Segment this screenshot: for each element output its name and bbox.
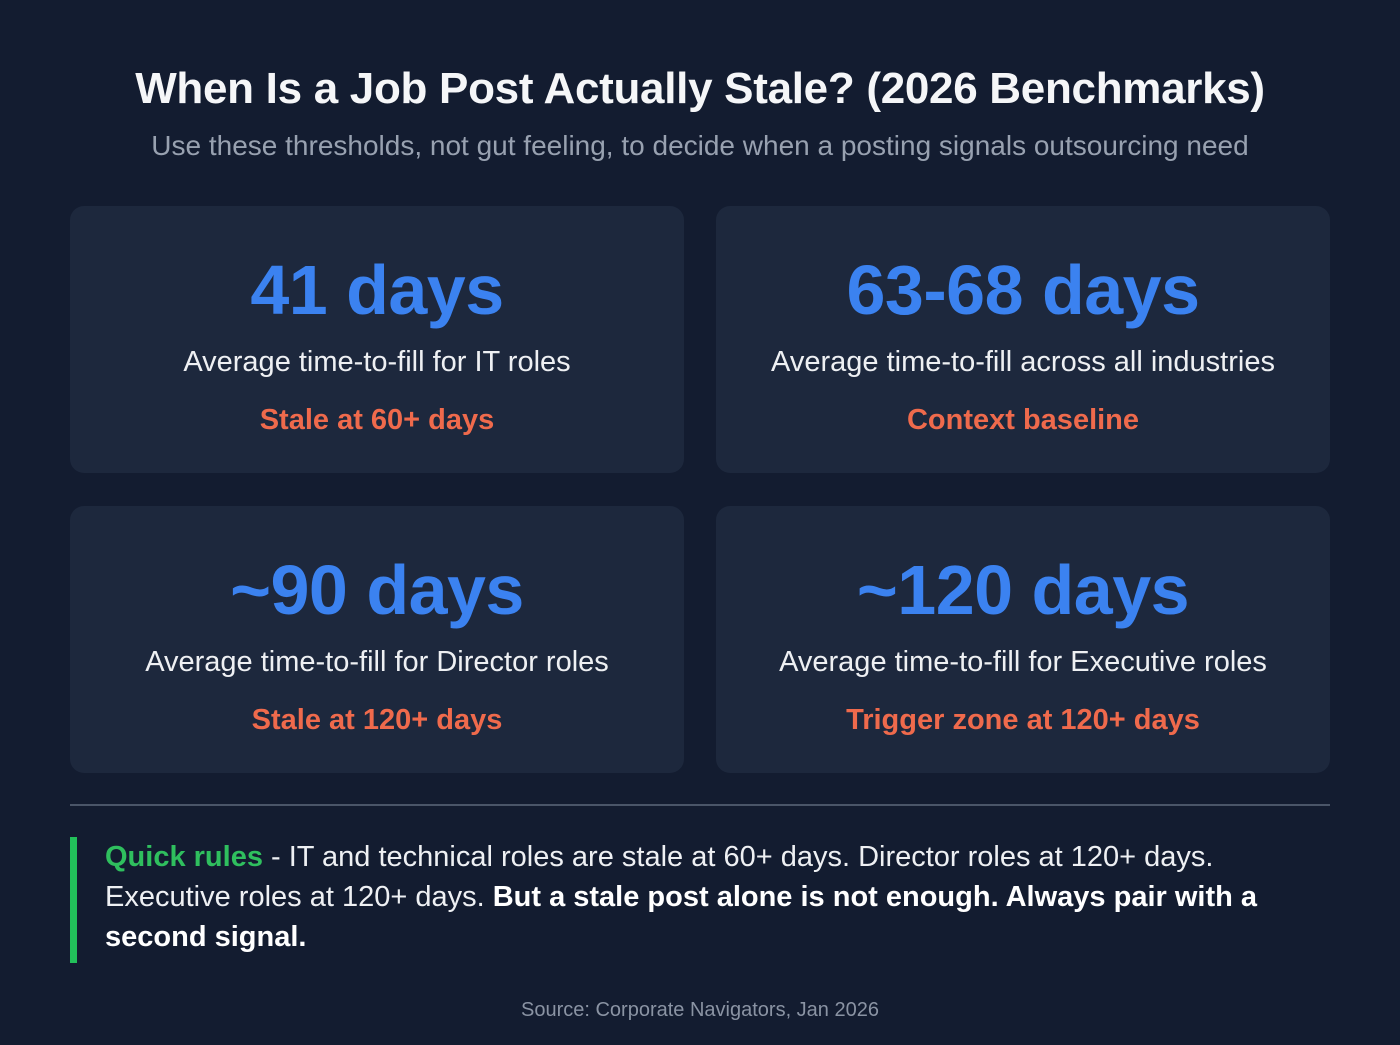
card-description: Average time-to-fill for IT roles xyxy=(183,346,571,378)
quick-rules-label: Quick rules xyxy=(105,841,263,873)
quick-rules-callout: Quick rules - IT and technical roles are… xyxy=(70,837,1330,963)
card-description: Average time-to-fill across all industri… xyxy=(771,346,1275,378)
card-value: ~90 days xyxy=(230,551,524,629)
page-title: When Is a Job Post Actually Stale? (2026… xyxy=(135,64,1265,113)
quick-rules-text: - IT and technical roles are stale at 60… xyxy=(105,841,1214,913)
card-description: Average time-to-fill for Executive roles xyxy=(779,646,1267,678)
card-value: 63-68 days xyxy=(846,251,1200,329)
source-citation: Source: Corporate Navigators, Jan 2026 xyxy=(521,999,879,1021)
benchmark-card-director: ~90 days Average time-to-fill for Direct… xyxy=(70,506,684,773)
quick-rules-emphasis: But a stale post alone is not enough. Al… xyxy=(105,881,1258,953)
page-subtitle: Use these thresholds, not gut feeling, t… xyxy=(151,130,1249,161)
card-value: 41 days xyxy=(250,251,504,329)
card-note: Trigger zone at 120+ days xyxy=(846,704,1200,736)
benchmark-card-executive: ~120 days Average time-to-fill for Execu… xyxy=(716,506,1330,773)
section-divider xyxy=(70,804,1330,806)
benchmark-card-all-industries: 63-68 days Average time-to-fill across a… xyxy=(716,206,1330,473)
card-value: ~120 days xyxy=(856,551,1190,629)
card-note: Context baseline xyxy=(906,404,1140,436)
card-note: Stale at 60+ days xyxy=(259,404,495,436)
card-note: Stale at 120+ days xyxy=(251,704,503,736)
benchmark-card-it: 41 days Average time-to-fill for IT role… xyxy=(70,206,684,473)
card-description: Average time-to-fill for Director roles xyxy=(145,646,609,678)
